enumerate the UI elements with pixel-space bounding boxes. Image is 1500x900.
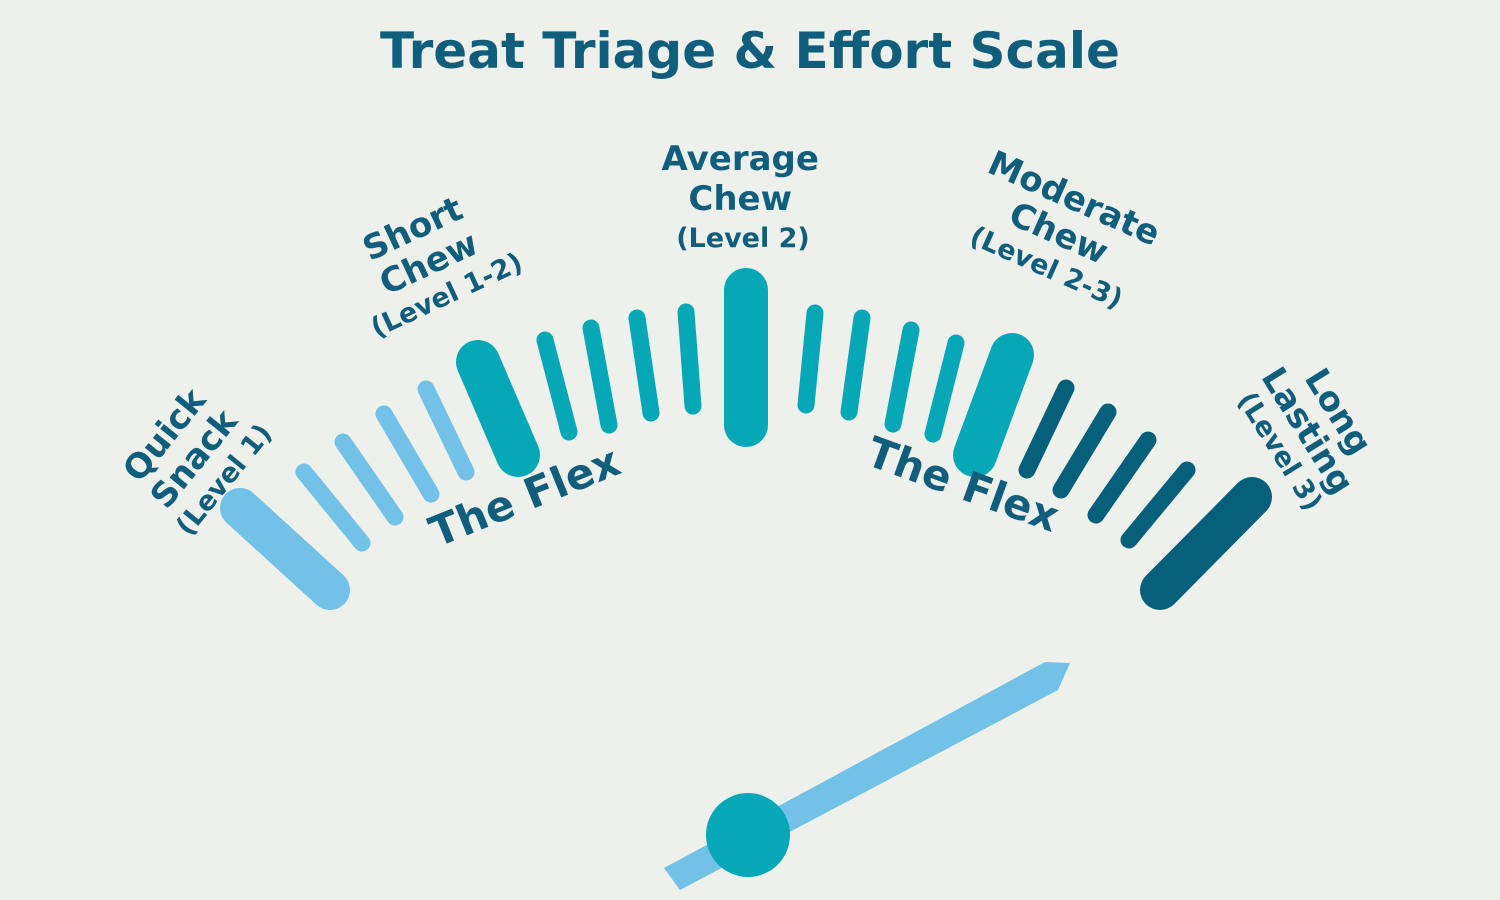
minor-tick (1018, 379, 1075, 479)
minor-tick (582, 319, 618, 434)
level-label-moderate-chew: Moderate Chew (Level 2-3) (953, 143, 1171, 320)
major-tick-quick-snack (220, 488, 350, 610)
minor-tick (677, 303, 702, 415)
minor-tick (334, 433, 404, 526)
major-tick-long-lasting (1140, 477, 1272, 610)
major-tick-moderate-chew (953, 333, 1034, 477)
minor-tick (1052, 403, 1117, 499)
minor-tick (375, 405, 440, 503)
minor-tick (924, 334, 965, 443)
minor-tick (840, 309, 871, 421)
major-tick-short-chew (456, 340, 540, 477)
minor-tick (797, 304, 824, 414)
page-title: Treat Triage & Effort Scale (380, 22, 1120, 80)
minor-tick (628, 309, 660, 422)
minor-tick (417, 380, 475, 481)
level-label-short-chew: Short Chew (Level 1-2) (333, 175, 528, 344)
gauge-hub (706, 793, 790, 877)
gauge-ticks (220, 268, 1272, 610)
minor-tick (1087, 431, 1157, 524)
minor-tick (1120, 461, 1196, 549)
minor-tick (536, 331, 578, 441)
level-label-average-chew: Average Chew (Level 2) (661, 139, 824, 254)
minor-tick (295, 463, 371, 552)
minor-tick (884, 321, 920, 433)
